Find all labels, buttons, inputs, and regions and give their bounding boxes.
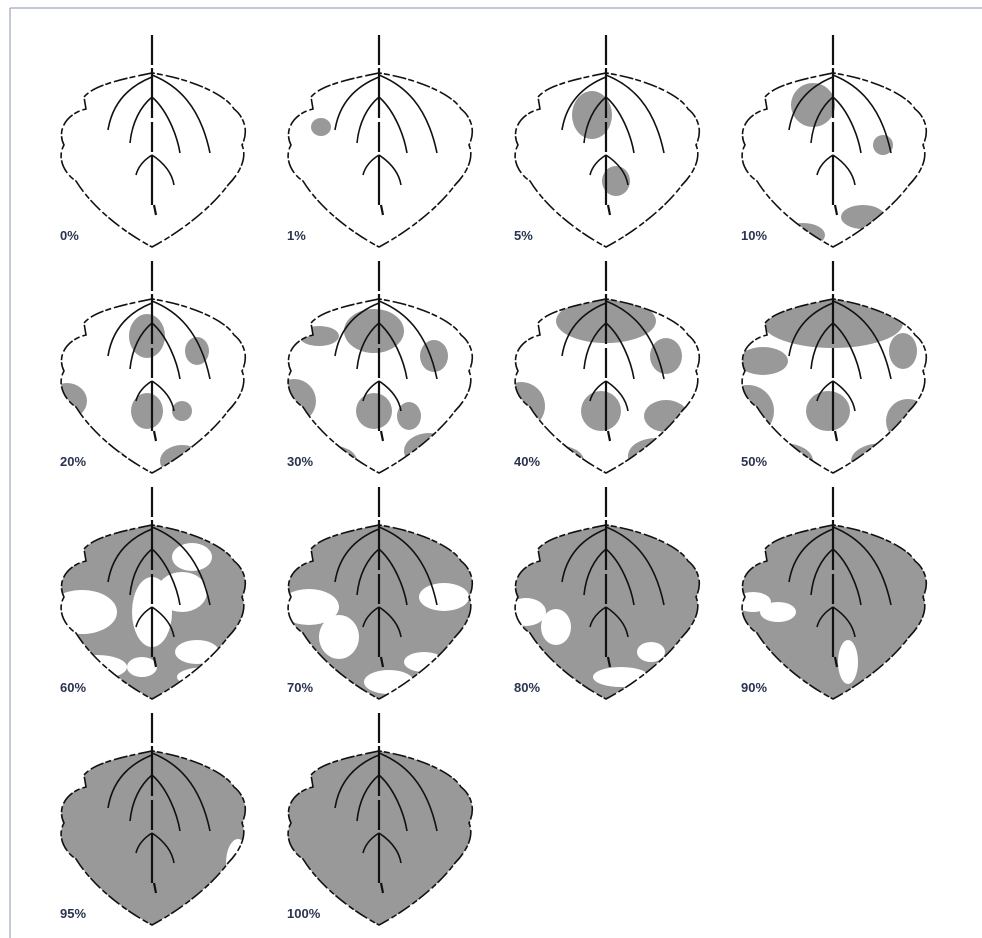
lesion xyxy=(541,609,571,645)
lesion xyxy=(637,642,665,662)
lesion xyxy=(722,385,774,437)
severity-label: 50% xyxy=(741,454,767,469)
severity-label: 0% xyxy=(60,228,79,243)
lesion xyxy=(886,399,930,443)
leaf xyxy=(272,261,472,477)
lesion xyxy=(157,572,207,612)
leaf xyxy=(497,261,699,477)
leaf xyxy=(61,713,250,925)
lesion xyxy=(160,445,204,477)
severity-label: 30% xyxy=(287,454,313,469)
leaf xyxy=(722,261,930,479)
leaf xyxy=(279,487,472,699)
leaf xyxy=(735,487,926,699)
lesion xyxy=(129,314,165,358)
leaf xyxy=(288,713,472,925)
severity-label: 95% xyxy=(60,906,86,921)
lesion xyxy=(781,223,825,247)
lesion xyxy=(760,602,796,622)
severity-label: 10% xyxy=(741,228,767,243)
lesion xyxy=(628,438,684,474)
leaf xyxy=(506,487,699,699)
leaf xyxy=(47,261,245,477)
severity-label: 80% xyxy=(514,680,540,695)
leaf xyxy=(61,35,245,247)
lesions xyxy=(311,118,331,136)
severity-label: 5% xyxy=(514,228,533,243)
severity-label: 1% xyxy=(287,228,306,243)
severity-label: 100% xyxy=(287,906,321,921)
leaf xyxy=(47,487,245,699)
lesion xyxy=(806,391,850,431)
lesion xyxy=(644,400,688,432)
lesion xyxy=(47,590,117,634)
lesions xyxy=(226,839,250,887)
lesion xyxy=(311,118,331,136)
lesion xyxy=(319,615,359,659)
lesion xyxy=(226,839,250,887)
lesion xyxy=(838,640,858,684)
lesion xyxy=(419,583,469,611)
severity-label: 60% xyxy=(60,680,86,695)
lesion xyxy=(131,393,163,429)
lesion xyxy=(175,640,219,664)
lesion xyxy=(581,391,621,431)
leaf xyxy=(288,35,472,247)
lesion xyxy=(172,401,192,421)
severity-label: 70% xyxy=(287,680,313,695)
lesion xyxy=(356,393,392,429)
lesion xyxy=(851,443,915,479)
lesion xyxy=(506,598,546,626)
lesion xyxy=(889,333,917,369)
severity-label: 40% xyxy=(514,454,540,469)
severity-label: 90% xyxy=(741,680,767,695)
lesion xyxy=(127,657,157,677)
leaf xyxy=(515,35,699,247)
leaf xyxy=(742,35,926,247)
severity-diagram: 0% 1% 5% 10% 20% 30% 40% 50% 60% 70% 80% 90% 95% 100% xyxy=(0,0,982,938)
lesion xyxy=(299,326,339,346)
lesion xyxy=(497,382,545,430)
lesion xyxy=(650,338,682,374)
lesion xyxy=(344,309,404,353)
severity-label: 20% xyxy=(60,454,86,469)
lesion xyxy=(172,543,212,571)
